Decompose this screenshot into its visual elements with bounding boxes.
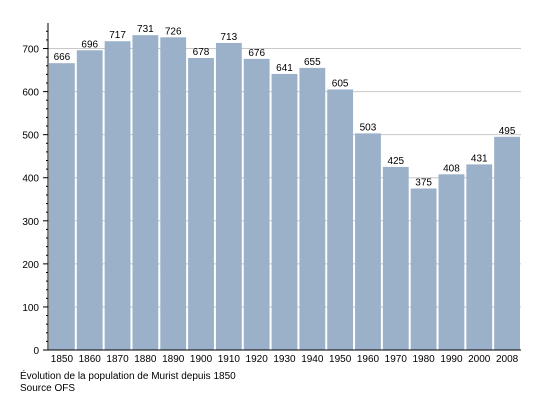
data-label: 408 [443, 163, 460, 174]
data-label: 717 [109, 30, 126, 41]
x-tick-label: 1870 [106, 354, 129, 365]
x-tick-label: 1910 [218, 354, 241, 365]
bar-1850 [49, 63, 75, 351]
x-tick-label: 1930 [273, 354, 296, 365]
data-label: 495 [499, 126, 516, 137]
bar-1860 [76, 50, 103, 350]
data-label: 641 [276, 63, 293, 74]
y-tick-label: 200 [22, 260, 39, 271]
bar-1980 [410, 188, 437, 350]
data-label: 503 [360, 122, 377, 133]
y-tick-label: 300 [22, 217, 39, 228]
y-tick-label: 0 [33, 346, 39, 357]
bar-1910 [215, 42, 242, 351]
data-label: 425 [387, 156, 404, 167]
x-tick-label: 1960 [357, 354, 380, 365]
x-tick-label: 1940 [301, 354, 324, 365]
data-label: 676 [248, 48, 265, 59]
data-label: 731 [137, 24, 154, 35]
x-tick-label: 2000 [468, 354, 491, 365]
data-label: 713 [221, 32, 238, 43]
y-tick-label: 100 [22, 303, 39, 314]
bar-1990 [438, 174, 465, 350]
bar-1870 [104, 41, 131, 350]
data-labels: 666 696 717 731 726 678 713 676 641 655 605 503 425 3… [54, 24, 516, 188]
data-label: 431 [471, 153, 488, 164]
bars [49, 35, 520, 351]
bar-1880 [132, 35, 159, 350]
bar-1970 [382, 166, 409, 350]
x-tick-label: 1990 [440, 354, 463, 365]
bar-1950 [327, 89, 354, 351]
y-tick-label: 700 [22, 45, 39, 56]
chart-source: Source OFS [20, 383, 76, 394]
bar-2008 [494, 136, 520, 350]
data-label: 696 [81, 39, 98, 50]
data-label: 726 [165, 26, 182, 37]
bar-1940 [299, 67, 326, 350]
x-tick-label: 1850 [51, 354, 74, 365]
y-tick-label: 400 [22, 174, 39, 185]
chart-caption: Évolution de la population de Murist dep… [20, 371, 236, 382]
bar-1960 [355, 133, 381, 350]
bar-1900 [188, 58, 214, 351]
x-tick-label: 1920 [246, 354, 269, 365]
bar-1930 [271, 73, 298, 351]
data-label: 655 [304, 57, 321, 68]
x-tick-label: 1950 [329, 354, 352, 365]
axes: 0 100 200 300 400 500 600 700 1850 1860 1870 1880 18… [22, 23, 521, 365]
data-label: 605 [332, 78, 349, 89]
population-bar-chart: 0 100 200 300 400 500 600 700 1850 1860 1870 1880 18… [22, 23, 521, 365]
x-tick-label: 1890 [162, 354, 185, 365]
x-tick-label: 1900 [190, 354, 213, 365]
bar-2000 [466, 164, 493, 350]
x-tick-label: 1980 [412, 354, 435, 365]
data-label: 678 [193, 47, 210, 58]
y-tick-label: 600 [22, 88, 39, 99]
data-label: 375 [415, 178, 432, 189]
bar-1890 [160, 37, 187, 350]
x-tick-label: 2008 [496, 354, 519, 365]
x-tick-label: 1880 [134, 354, 157, 365]
x-tick-label: 1860 [79, 354, 102, 365]
data-label: 666 [54, 52, 71, 63]
x-tick-label: 1970 [385, 354, 408, 365]
y-tick-label: 500 [22, 131, 39, 142]
bar-1920 [243, 58, 270, 351]
